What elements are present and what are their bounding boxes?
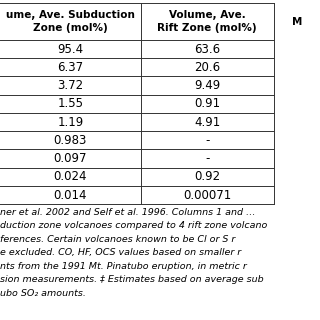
Text: 0.983: 0.983 [54, 134, 87, 147]
Text: e excluded. CO, HF, OCS values based on smaller r: e excluded. CO, HF, OCS values based on … [0, 248, 241, 257]
Text: ume, Ave. Subduction
Zone (mol%): ume, Ave. Subduction Zone (mol%) [6, 11, 135, 33]
Text: 0.024: 0.024 [54, 170, 87, 183]
Text: 6.37: 6.37 [57, 61, 84, 74]
Text: Volume, Ave.
Rift Zone (mol%): Volume, Ave. Rift Zone (mol%) [157, 11, 257, 33]
Text: sion measurements. ‡ Estimates based on average sub: sion measurements. ‡ Estimates based on … [0, 275, 264, 284]
Text: ferences. Certain volcanoes known to be Cl or S r: ferences. Certain volcanoes known to be … [0, 235, 235, 244]
Text: nts from the 1991 Mt. Pinatubo eruption, in metric r: nts from the 1991 Mt. Pinatubo eruption,… [0, 262, 247, 271]
Text: M: M [292, 17, 302, 27]
Text: ubo SO₂ amounts.: ubo SO₂ amounts. [0, 289, 86, 298]
Text: 0.91: 0.91 [194, 97, 220, 110]
Text: 20.6: 20.6 [194, 61, 220, 74]
Text: 1.19: 1.19 [57, 116, 84, 129]
Text: 1.55: 1.55 [57, 97, 84, 110]
Text: 9.49: 9.49 [194, 79, 220, 92]
Text: 4.91: 4.91 [194, 116, 220, 129]
Text: -: - [205, 134, 209, 147]
Text: -: - [205, 152, 209, 165]
Text: 0.92: 0.92 [194, 170, 220, 183]
Text: ner et al. 2002 and Self et al. 1996. Columns 1 and …: ner et al. 2002 and Self et al. 1996. Co… [0, 208, 255, 217]
Text: 95.4: 95.4 [57, 43, 84, 56]
Text: 0.014: 0.014 [54, 188, 87, 202]
Text: 3.72: 3.72 [57, 79, 84, 92]
Text: duction zone volcanoes compared to 4 rift zone volcano: duction zone volcanoes compared to 4 rif… [0, 221, 268, 230]
Text: 0.00071: 0.00071 [183, 188, 231, 202]
Text: 63.6: 63.6 [194, 43, 220, 56]
Text: 0.097: 0.097 [54, 152, 87, 165]
